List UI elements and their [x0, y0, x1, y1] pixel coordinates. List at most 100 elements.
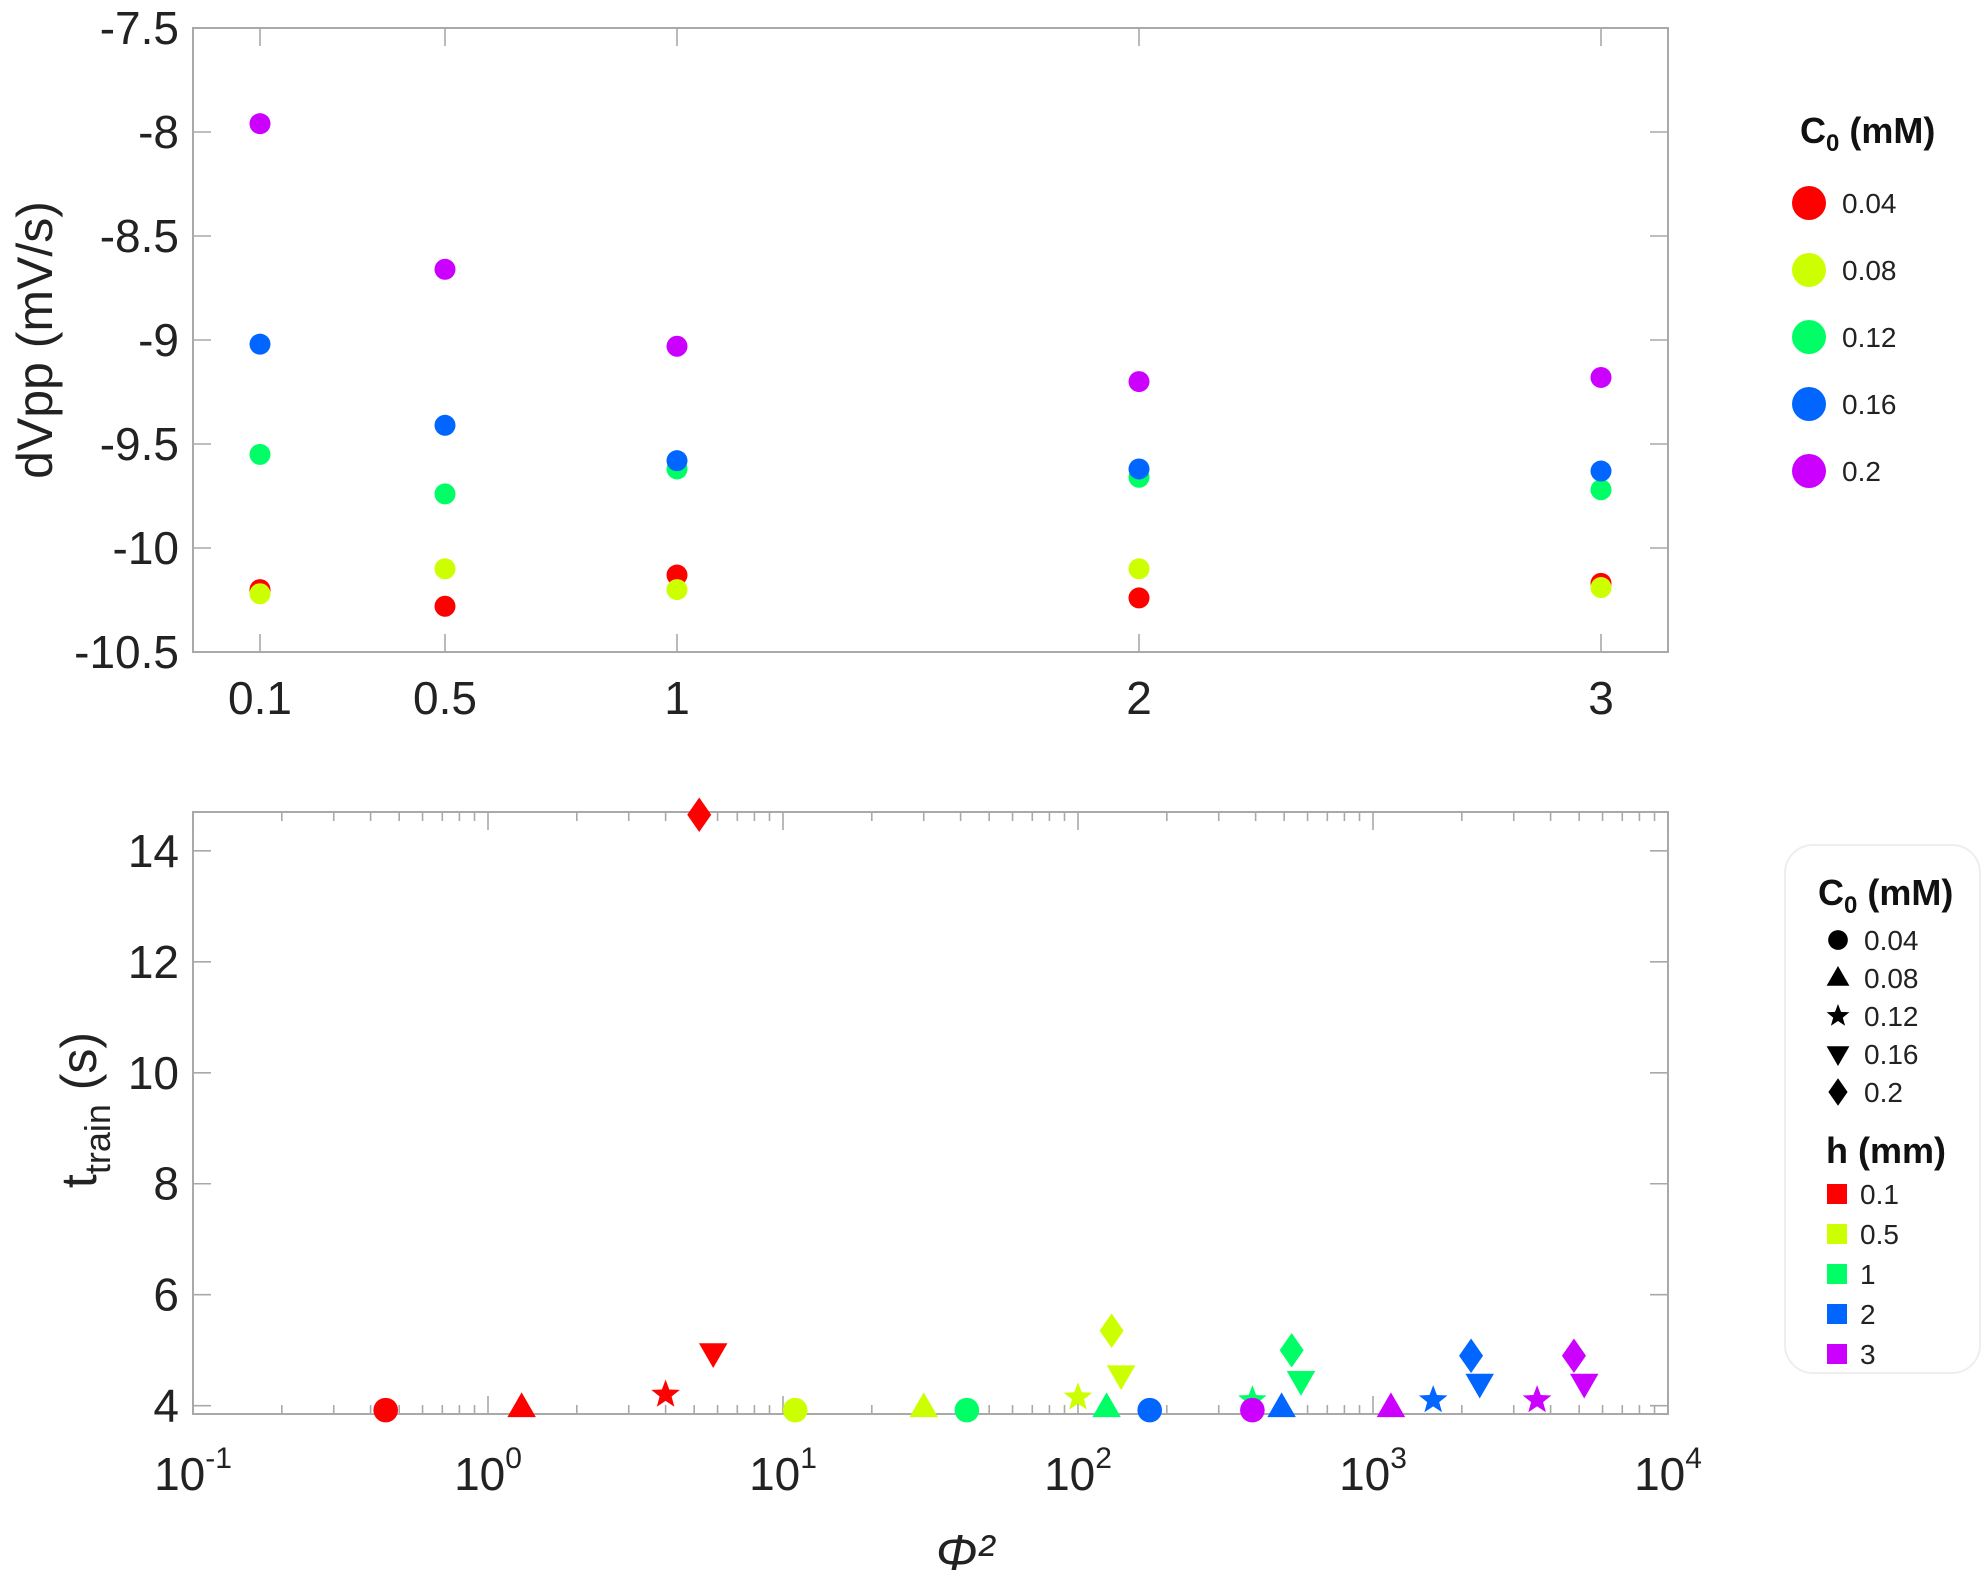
bottom-data-point: [1569, 1373, 1599, 1399]
top-data-point: [434, 258, 456, 280]
bottom-legend-color-label: 2: [1860, 1299, 1876, 1330]
top-data-point: [1590, 460, 1612, 482]
bottom-y-tick-label: 14: [128, 825, 179, 877]
bottom-legend-color-entries: 0.1 0.5 1 2 3: [1827, 1179, 1899, 1370]
top-data-point: [249, 443, 271, 465]
bottom-legend-color-swatch: [1827, 1224, 1847, 1244]
top-data-point: [1590, 577, 1612, 599]
top-axis-ticks: [193, 27, 1668, 653]
bottom-data-point: [782, 1397, 808, 1423]
top-x-tick-label: 0.5: [413, 672, 477, 724]
bottom-y-tick-labels: 4 6 8 10 12 14: [128, 825, 179, 1432]
bottom-legend: C0 (mM) 0.040.080.120.160.2 h (mm) 0.10.…: [1784, 844, 1981, 1374]
top-legend-label: 0.08: [1842, 255, 1897, 286]
bottom-data-point: [1465, 1373, 1494, 1399]
bottom-legend-color-swatch: [1827, 1344, 1847, 1364]
bottom-data-point: [1099, 1313, 1124, 1349]
bottom-data-point: [1459, 1338, 1484, 1373]
top-data-point: [666, 564, 688, 586]
top-y-tick-label: -8: [138, 106, 179, 158]
top-data-point: [666, 450, 688, 472]
bottom-x-tick-labels: 10-1 100 101 102 103 104: [154, 1442, 1702, 1500]
top-data-point: [249, 583, 271, 605]
bottom-y-tick-label: 12: [128, 936, 179, 988]
bottom-plot-frame: [192, 811, 1669, 1415]
top-y-tick-label: -10.5: [74, 626, 179, 678]
top-y-tick-label: -10: [113, 522, 179, 574]
bottom-y-tick-label: 4: [153, 1380, 179, 1432]
top-x-tick-label: 1: [664, 672, 690, 724]
bottom-x-tick-label: 100: [454, 1442, 522, 1500]
top-legend-marker: [1792, 454, 1826, 488]
top-legend-marker: [1792, 186, 1826, 220]
top-x-tick-label: 0.1: [228, 672, 292, 724]
bottom-legend-shape-marker: [1826, 1004, 1850, 1026]
bottom-x-tick-label: 104: [1634, 1442, 1702, 1500]
top-data-point: [1128, 558, 1150, 580]
top-y-tick-label: -8.5: [100, 210, 179, 262]
bottom-data-point: [1376, 1392, 1406, 1418]
bottom-data-point: [651, 1379, 680, 1407]
bottom-legend-color-swatch: [1827, 1184, 1847, 1204]
bottom-legend-color-label: 1: [1860, 1259, 1876, 1290]
bottom-data-point: [1240, 1397, 1265, 1423]
bottom-axis-ticks: [192, 812, 1669, 1414]
bottom-data-point: [1063, 1382, 1093, 1410]
bottom-data-point: [1137, 1397, 1162, 1423]
bottom-data-point: [373, 1397, 398, 1423]
bottom-legend-color-title: h (mm): [1826, 1130, 1946, 1171]
bottom-legend-shape-marker: [1826, 966, 1850, 986]
bottom-data-point: [1092, 1392, 1121, 1418]
bottom-x-axis-label: Φ²: [936, 1525, 997, 1581]
top-legend-entries: 0.04 0.08 0.12 0.16 0.2: [1792, 186, 1897, 488]
bottom-x-tick-label: 103: [1339, 1442, 1407, 1500]
top-plot-frame: [192, 27, 1669, 653]
bottom-legend-shape-marker: [1828, 1078, 1848, 1106]
top-chart: -7.5 -8 -8.5 -9 -9.5 -10 -10.5 0.1 0.5 1 2 3 dVpp …: [7, 2, 1935, 724]
bottom-data-point: [1286, 1370, 1316, 1396]
top-data-point: [1590, 366, 1612, 388]
top-legend-label: 0.2: [1842, 456, 1881, 487]
bottom-legend-color-label: 0.5: [1860, 1219, 1899, 1250]
top-y-tick-label: -9: [138, 314, 179, 366]
top-data-point: [249, 333, 271, 355]
top-data-point: [1590, 479, 1612, 501]
top-data-point: [1128, 587, 1150, 609]
top-legend-label: 0.16: [1842, 389, 1897, 420]
bottom-data-points: [373, 797, 1599, 1423]
top-legend: C0 (mM) 0.04 0.08 0.12 0.16 0.2: [1792, 110, 1935, 488]
bottom-y-axis-label: ttrain (s): [51, 1032, 118, 1188]
bottom-legend-shape-label: 0.12: [1864, 1001, 1919, 1032]
bottom-legend-shape-label: 0.08: [1864, 963, 1919, 994]
top-x-tick-labels: 0.1 0.5 1 2 3: [228, 672, 1614, 724]
top-data-point: [249, 113, 271, 135]
bottom-data-point: [909, 1392, 939, 1418]
top-legend-marker: [1792, 320, 1826, 354]
top-legend-marker: [1792, 387, 1826, 421]
bottom-data-point: [1561, 1338, 1586, 1373]
top-data-point: [1128, 371, 1150, 393]
bottom-data-point: [698, 1343, 728, 1368]
bottom-data-point: [954, 1397, 980, 1423]
top-data-point: [434, 483, 456, 505]
bottom-x-tick-label: 101: [749, 1442, 817, 1500]
bottom-legend-shape-marker: [1828, 930, 1848, 950]
bottom-legend-color-label: 3: [1860, 1339, 1876, 1370]
bottom-legend-color-label: 0.1: [1860, 1179, 1899, 1210]
top-data-point: [434, 558, 456, 580]
top-x-tick-label: 3: [1588, 672, 1614, 724]
bottom-data-point: [1279, 1332, 1304, 1368]
bottom-data-point: [1418, 1385, 1448, 1413]
top-data-point: [666, 579, 688, 601]
bottom-data-point: [1522, 1385, 1552, 1413]
bottom-data-point: [1106, 1365, 1136, 1391]
top-data-points: [249, 113, 1612, 617]
top-data-point: [434, 595, 456, 617]
top-legend-label: 0.04: [1842, 188, 1897, 219]
bottom-data-point: [687, 797, 712, 833]
top-y-axis-label: dVpp (mV/s): [7, 201, 63, 479]
bottom-legend-shape-label: 0.2: [1864, 1077, 1903, 1108]
bottom-x-tick-label: 10-1: [154, 1442, 232, 1500]
bottom-legend-shape-entries: 0.04 0.08 0.12 0.16 0.2: [1826, 925, 1919, 1108]
